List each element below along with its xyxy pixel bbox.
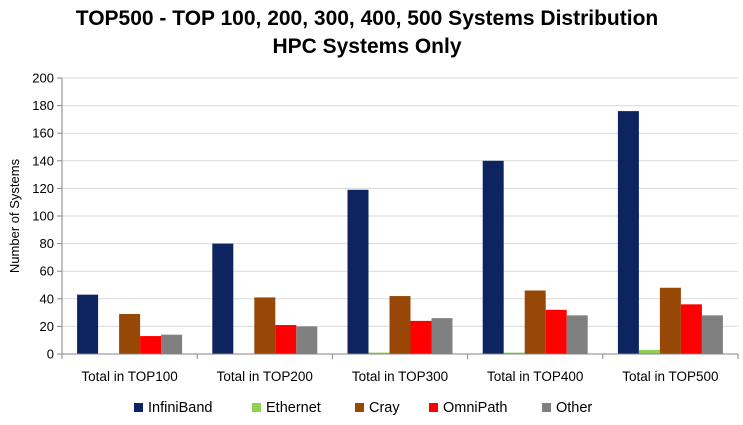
bar-omnipath-2 [275,325,297,354]
bars [77,111,723,355]
bar-other-4 [566,315,588,354]
y-tick-label: 200 [32,71,54,86]
y-axis-label: Number of Systems [7,158,22,273]
legend-label-ethernet: Ethernet [266,400,321,416]
y-tick-label: 20 [40,319,54,334]
bar-omnipath-4 [545,309,567,354]
y-tick-label: 180 [32,98,54,113]
bar-cray-2 [254,297,276,354]
bar-infiniband-4 [482,160,504,354]
bar-ethernet-4 [503,352,525,354]
bar-cray-4 [524,290,546,354]
legend-swatch-omnipath [429,403,438,412]
x-category-label: Total in TOP500 [622,369,718,384]
legend-swatch-cray [355,403,364,412]
x-category-label: Total in TOP200 [217,369,313,384]
y-tick-label: 60 [40,264,54,279]
bar-cray-3 [389,296,411,354]
legend-label-infiniband: InfiniBand [148,400,213,416]
y-tick-label: 160 [32,126,54,141]
chart-subtitle: HPC Systems Only [272,35,461,58]
legend: InfiniBand Ethernet Cray OmniPath Other [134,400,592,416]
legend-label-other: Other [556,400,592,416]
bar-ethernet-5 [638,349,660,354]
x-category-label: Total in TOP100 [81,369,177,384]
chart-title: TOP500 - TOP 100, 200, 300, 400, 500 Sys… [76,7,658,30]
y-tick-label: 40 [40,291,54,306]
bar-omnipath-5 [680,304,702,354]
legend-label-cray: Cray [369,400,400,416]
bar-other-3 [431,318,453,354]
x-category-label: Total in TOP400 [487,369,583,384]
bar-infiniband-1 [77,294,99,354]
y-axis-ticks: 0 20 40 60 80 100 120 140 160 180 200 [32,71,62,362]
legend-label-omnipath: OmniPath [443,400,507,416]
gridlines [62,77,738,327]
y-tick-label: 100 [32,209,54,224]
bar-ethernet-3 [368,352,390,354]
legend-swatch-ethernet [252,403,261,412]
bar-omnipath-1 [140,336,162,354]
bar-other-2 [296,326,318,354]
bar-cray-1 [119,313,141,354]
x-axis-categories: Total in TOP100 Total in TOP200 Total in T… [81,369,718,384]
bar-other-5 [701,315,723,354]
bar-cray-5 [659,287,681,354]
y-tick-label: 0 [47,347,54,362]
x-category-label: Total in TOP300 [352,369,448,384]
bar-infiniband-2 [212,243,234,354]
axes [61,78,739,359]
bar-infiniband-5 [617,111,639,355]
bar-omnipath-3 [410,320,432,354]
bar-other-1 [161,334,183,354]
y-tick-label: 120 [32,181,54,196]
y-tick-label: 140 [32,153,54,168]
legend-swatch-infiniband [134,403,143,412]
y-tick-label: 80 [40,236,54,251]
legend-swatch-other [542,403,551,412]
bar-infiniband-3 [347,189,369,354]
